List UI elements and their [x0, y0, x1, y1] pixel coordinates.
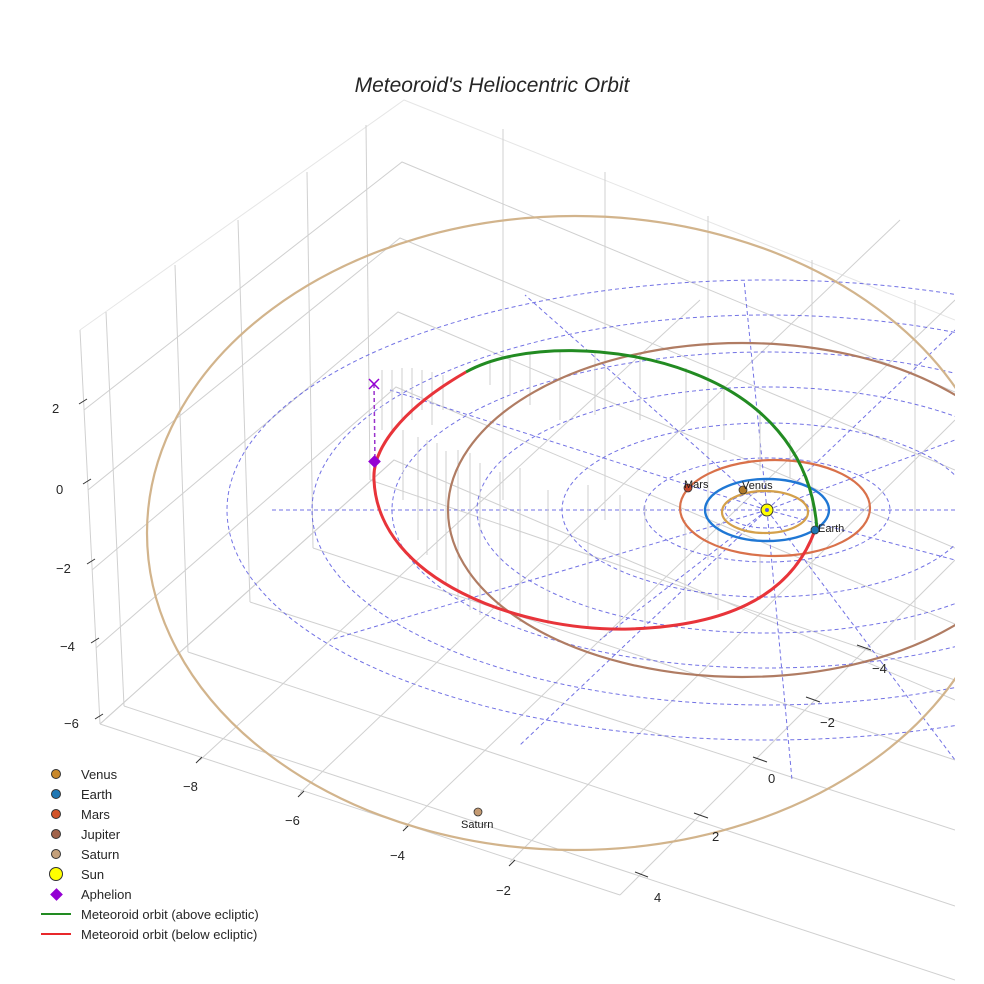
meteoroid-orbit-above: [465, 349, 819, 531]
legend-item-saturn[interactable]: Saturn: [36, 844, 259, 864]
axis-grid: [79, 99, 955, 981]
z-axis-tick-label: 0: [56, 482, 64, 497]
meteoroid-orbit-below: [372, 370, 817, 631]
saturn-orbit: [146, 214, 955, 852]
venus-orbit: [720, 489, 810, 535]
x-axis-tick-label: −6: [285, 813, 300, 828]
y-axis-tick-label: 2: [712, 829, 720, 844]
red-line-icon: [41, 933, 71, 935]
earth-dot-icon: [51, 789, 61, 799]
z-axis-tick-label: 2: [52, 401, 60, 416]
y-axis-tick-label: −4: [872, 661, 887, 676]
chart-title: Meteoroid's Heliocentric Orbit: [354, 74, 630, 97]
z-axis-tick-label: −2: [56, 561, 71, 576]
aphelion-projection-x-icon: [368, 378, 380, 390]
planet-orbits: [146, 214, 955, 852]
mars-dot-icon: [51, 809, 61, 819]
venus-dot-icon: [51, 769, 61, 779]
mars-marker[interactable]: [683, 483, 693, 493]
legend-item-aphelion[interactable]: Aphelion: [36, 884, 259, 904]
z-axis-tick-label: −4: [60, 639, 75, 654]
saturn-dot-icon: [51, 849, 61, 859]
jupiter-orbit: [446, 341, 955, 679]
aphelion-diamond-icon[interactable]: [368, 455, 381, 468]
axis-tick-marks: [78, 398, 872, 878]
z-axis-tick-label: −6: [64, 716, 79, 731]
earth-orbit: [703, 477, 831, 543]
venus-label: Venus: [742, 480, 773, 492]
mars-orbit: [678, 458, 872, 558]
legend-item-earth[interactable]: Earth: [36, 784, 259, 804]
legend-item-venus[interactable]: Venus: [36, 764, 259, 784]
x-axis-tick-label: −2: [496, 883, 511, 898]
y-axis-tick-label: 0: [768, 771, 776, 786]
green-line-icon: [41, 913, 71, 915]
legend: Venus Earth Mars Jupiter Saturn Sun Aphe…: [36, 764, 259, 944]
legend-item-orbit-below[interactable]: Meteoroid orbit (below ecliptic): [36, 924, 259, 944]
sun-dot-icon: [49, 867, 63, 881]
sun-marker[interactable]: [760, 503, 774, 517]
legend-item-mars[interactable]: Mars: [36, 804, 259, 824]
legend-item-orbit-above[interactable]: Meteoroid orbit (above ecliptic): [36, 904, 259, 924]
saturn-marker[interactable]: [473, 807, 483, 817]
y-axis-tick-label: −2: [820, 715, 835, 730]
earth-marker[interactable]: [810, 525, 820, 535]
jupiter-dot-icon: [51, 829, 61, 839]
x-axis-tick-label: −8: [183, 779, 198, 794]
x-axis-tick-label: −4: [390, 848, 405, 863]
mars-label: Mars: [684, 479, 709, 491]
aphelion-diamond-legend-icon: [49, 887, 63, 901]
legend-item-sun[interactable]: Sun: [36, 864, 259, 884]
legend-item-jupiter[interactable]: Jupiter: [36, 824, 259, 844]
venus-marker[interactable]: [738, 485, 748, 495]
saturn-label: Saturn: [461, 819, 493, 831]
aphelion-drop-line: [373, 383, 376, 463]
projection-drop-lines: [381, 352, 791, 628]
y-axis-tick-label: 4: [654, 890, 662, 905]
earth-label: Earth: [818, 523, 844, 535]
